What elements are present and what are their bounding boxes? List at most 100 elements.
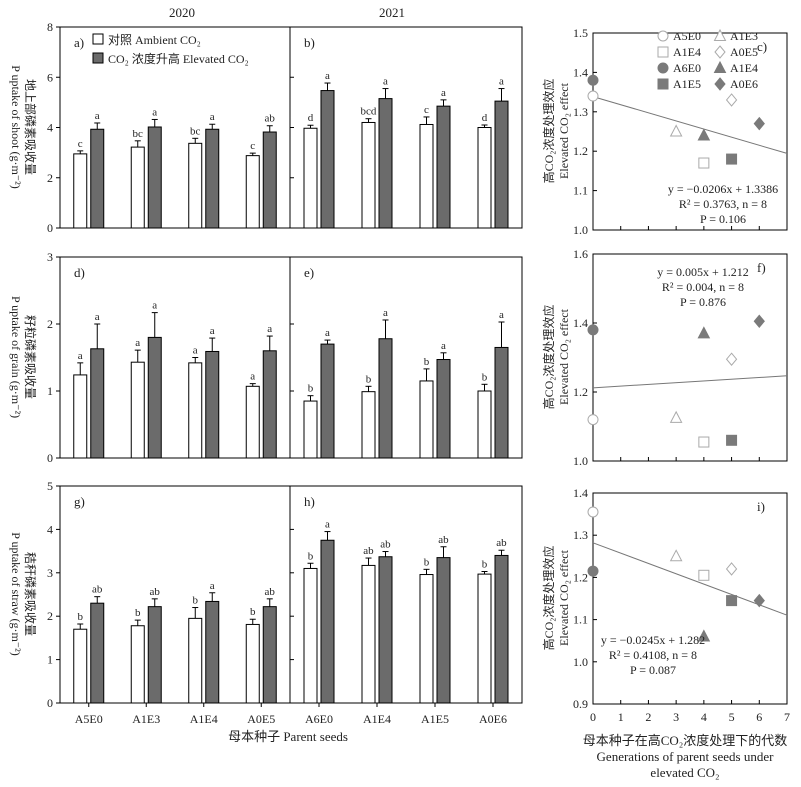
y-tick-label: 3 bbox=[47, 566, 53, 580]
data-point-a5e0 bbox=[587, 506, 599, 518]
y-axis-title-en: Elevated CO₂ effect bbox=[557, 308, 571, 405]
data-point-a0e6 bbox=[753, 314, 765, 329]
legend-label: A1E5 bbox=[673, 77, 701, 91]
legend-label: A5E0 bbox=[673, 29, 701, 43]
significance-letter: ab bbox=[265, 586, 276, 598]
y-tick-label: 1 bbox=[47, 384, 53, 398]
x-axis-title: 母本种子 Parent seeds bbox=[228, 729, 348, 744]
data-point-a1e3 bbox=[669, 410, 683, 423]
y-tick-label: 1.1 bbox=[573, 613, 588, 627]
bar-elevated bbox=[262, 350, 277, 459]
y-tick-label: 1.0 bbox=[573, 655, 588, 669]
bar-elevated bbox=[90, 348, 105, 459]
bar-ambient bbox=[73, 153, 88, 229]
significance-letter: a bbox=[325, 327, 330, 339]
legend-label-ambient: 对照 Ambient CO₂ bbox=[108, 33, 201, 47]
year-label-2021: 2021 bbox=[379, 5, 405, 20]
fit-stat: P = 0.087 bbox=[630, 663, 676, 677]
legend-swatch-ambient bbox=[92, 33, 104, 45]
panel-frame bbox=[289, 485, 523, 704]
bar-elevated bbox=[320, 343, 335, 459]
y-tick-label: 0.9 bbox=[573, 697, 588, 711]
data-point-a1e4 bbox=[698, 436, 710, 448]
x-tick-label: A1E3 bbox=[132, 712, 160, 726]
bar-ambient bbox=[245, 385, 260, 459]
legend-label: A1E3 bbox=[730, 29, 758, 43]
significance-letter: c bbox=[78, 138, 83, 150]
data-point-a1e3 bbox=[669, 549, 683, 562]
y-tick-label: 1.5 bbox=[573, 26, 588, 40]
significance-letter: ab bbox=[496, 537, 507, 549]
fit-stat: P = 0.876 bbox=[680, 295, 726, 309]
legend-label: A6E0 bbox=[673, 61, 701, 75]
data-point-a1e5 bbox=[726, 434, 738, 446]
significance-letter: a bbox=[441, 87, 446, 99]
x-tick-label: 0 bbox=[590, 710, 596, 724]
y-tick-label: 1.3 bbox=[573, 528, 588, 542]
bar-elevated bbox=[378, 556, 393, 704]
significance-letter: b bbox=[250, 606, 256, 618]
significance-letter: b bbox=[366, 373, 372, 385]
significance-letter: b bbox=[482, 371, 488, 383]
significance-letter: a bbox=[325, 70, 330, 82]
significance-letter: b bbox=[308, 550, 314, 562]
y-axis-title-zh: 地上部磷素吸收量 bbox=[23, 79, 38, 175]
data-point-a0e5 bbox=[725, 352, 738, 367]
fit-stat: y = −0.0245x + 1.282 bbox=[601, 633, 705, 647]
panel-label: d) bbox=[74, 265, 85, 280]
x-tick-label: 2 bbox=[645, 710, 651, 724]
point-legend: A5E0 A1E3 A1E4 A0E5 A6E0 A1E4 A1E5 A0E6 bbox=[657, 28, 758, 91]
significance-letter: a bbox=[499, 309, 504, 321]
panel-frame bbox=[289, 256, 523, 459]
bar-elevated bbox=[90, 602, 105, 704]
bar-ambient bbox=[303, 400, 318, 459]
legend-marker-a6e0 bbox=[657, 62, 669, 74]
y-tick-label: 1.4 bbox=[573, 65, 588, 79]
significance-letter: bc bbox=[133, 128, 144, 140]
bar-ambient bbox=[73, 628, 88, 704]
x-tick-label: A0E5 bbox=[247, 712, 275, 726]
data-point-a0e5 bbox=[725, 93, 738, 107]
panel-frame bbox=[592, 32, 788, 231]
significance-letter: b bbox=[135, 607, 141, 619]
bar-elevated bbox=[205, 350, 220, 459]
bar-ambient bbox=[361, 121, 376, 229]
bar-ambient bbox=[130, 361, 145, 459]
significance-letter: a bbox=[383, 76, 388, 88]
legend-label: A1E4 bbox=[673, 45, 701, 59]
y-tick-label: 0 bbox=[47, 451, 53, 465]
bar-ambient bbox=[303, 567, 318, 704]
significance-letter: b bbox=[78, 611, 84, 623]
significance-letter: a bbox=[152, 300, 157, 312]
y-tick-label: 2 bbox=[47, 317, 53, 331]
scatter-panel-i: 0.9 1.0 1.1 1.2 1.3 1.4 0 1 2 3 4 5 6 7 i) y = −0.0245x… bbox=[573, 486, 790, 724]
y-tick-label: 4 bbox=[47, 522, 53, 536]
bar-legend: 对照 Ambient CO₂ CO₂ 浓度升高 Elevated CO₂ bbox=[92, 33, 249, 66]
significance-letter: a bbox=[499, 76, 504, 88]
y-tick-label: 0 bbox=[47, 221, 53, 235]
y-tick-label: 1 bbox=[47, 653, 53, 667]
y-tick-label: 6 bbox=[47, 70, 53, 84]
bar-ambient bbox=[130, 625, 145, 704]
bar-elevated bbox=[205, 600, 220, 704]
bar-ambient bbox=[245, 155, 260, 229]
legend-label: A1E4 bbox=[730, 61, 758, 75]
significance-letter: a bbox=[193, 345, 198, 357]
y-tick-label: 4 bbox=[47, 121, 53, 135]
data-point-a1e4 bbox=[697, 629, 711, 642]
significance-letter: a bbox=[210, 111, 215, 123]
bar-elevated bbox=[494, 554, 509, 704]
legend-marker-a1e4 bbox=[713, 60, 727, 73]
plots-layer: 02468a)cabcabcacabb)dabcdacada0123d)aaaa… bbox=[9, 20, 790, 726]
right-x-axis-title-line2: Generations of parent seeds under bbox=[597, 749, 775, 764]
x-tick-label: 1 bbox=[618, 710, 624, 724]
bar-elevated bbox=[262, 606, 277, 704]
y-axis-title-en: P uptake of shoot (g·m⁻²) bbox=[9, 65, 23, 188]
y-tick-label: 1.2 bbox=[573, 144, 588, 158]
bar-ambient bbox=[361, 391, 376, 459]
